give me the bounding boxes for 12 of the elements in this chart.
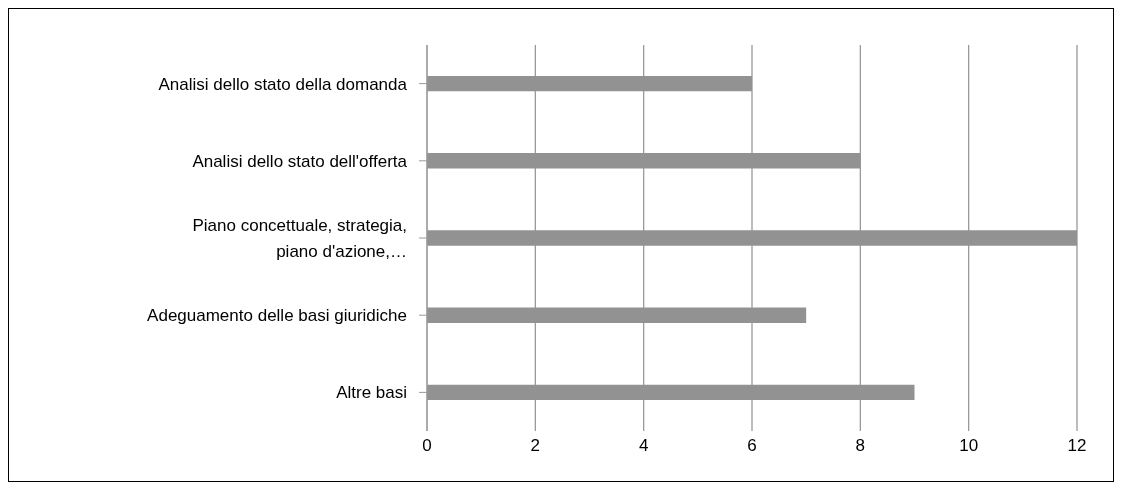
x-tick-label: 12 bbox=[1067, 436, 1087, 456]
x-tick-label: 8 bbox=[855, 436, 866, 456]
x-tick-label: 0 bbox=[422, 436, 432, 456]
y-tick-label: Piano concettuale, strategia, piano d'azione,… bbox=[192, 215, 407, 261]
x-tick-label: 6 bbox=[747, 436, 757, 456]
x-tick-label: 4 bbox=[638, 436, 649, 456]
y-tick-label: Altre basi bbox=[336, 382, 407, 402]
x-tick-label: 10 bbox=[959, 436, 979, 456]
y-tick-label: Analisi dello stato della domanda bbox=[158, 74, 408, 94]
y-tick-label: Adeguamento delle basi giuridiche bbox=[147, 305, 407, 325]
x-tick-label: 2 bbox=[530, 436, 541, 456]
y-tick-label: Analisi dello stato dell'offerta bbox=[192, 151, 408, 171]
